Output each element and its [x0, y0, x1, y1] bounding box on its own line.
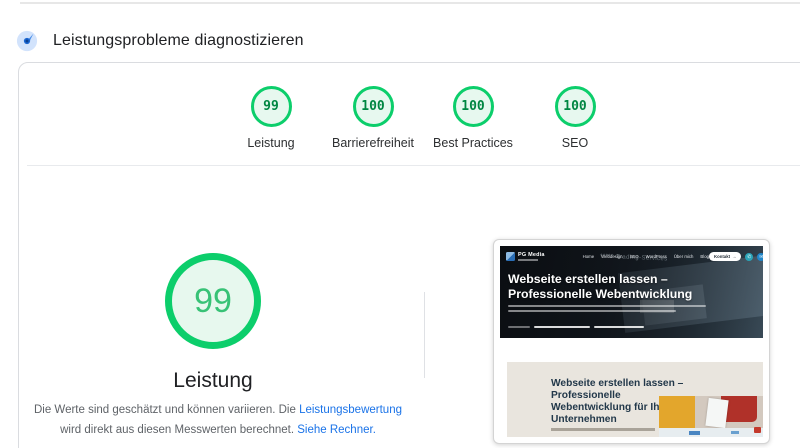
site-hero: *****-Trading-Services PG Media Home Web… [500, 246, 763, 338]
score-label: SEO [561, 136, 589, 150]
site-nav-item: Webdesign [601, 254, 623, 259]
photo-document [705, 397, 729, 429]
score-best-practices[interactable]: 100 Best Practices [411, 86, 535, 150]
hero-breadcrumb-placeholder [508, 326, 644, 329]
score-circle: 99 [250, 86, 292, 127]
photo-mug [754, 427, 761, 433]
diagnose-speed-icon [16, 30, 38, 52]
score-barrierefreiheit[interactable]: 100 Barrierefreiheit [311, 86, 435, 150]
score-circle: 100 [352, 86, 394, 127]
site-nav-item: SEO [629, 254, 639, 259]
hero-paragraph-placeholder [508, 305, 706, 308]
site-logo: PG Media [518, 252, 545, 261]
site-screenshot: *****-Trading-Services PG Media Home Web… [500, 246, 763, 437]
report-header: Leistungsprobleme diagnostizieren [16, 30, 304, 52]
site-nav-item: Home [582, 254, 595, 259]
phone-icon: ✆ [745, 252, 754, 261]
gauge-value: 99 [194, 281, 232, 320]
site-nav-links: Home Webdesign SEO WordPress Über mich B… [583, 254, 709, 259]
site-section-title: Webseite erstellen lassen – Professionel… [551, 378, 684, 426]
site-hero-title: Webseite erstellen lassen – Professionel… [508, 272, 693, 302]
site-navbar: PG Media Home Webdesign SEO WordPress Üb… [506, 250, 763, 263]
score-circle: 100 [554, 86, 596, 127]
score-seo[interactable]: 100 SEO [513, 86, 637, 150]
leistungsbewertung-link[interactable]: Leistungsbewertung [299, 404, 402, 416]
photo-desk [659, 428, 763, 437]
site-nav-item: WordPress [645, 254, 667, 259]
site-cta-button: Kontakt → [709, 252, 742, 261]
photo-chart [689, 431, 700, 435]
disclaimer-line-1: Die Werte sind geschätzt und können vari… [33, 404, 402, 416]
score-label: Barrierefreiheit [332, 136, 414, 150]
score-label: Best Practices [433, 136, 513, 150]
score-circle: 100 [452, 86, 494, 127]
photo-chart [731, 431, 739, 434]
arrow-icon: → [732, 254, 737, 259]
score-leistung[interactable]: 99 Leistung [209, 86, 333, 150]
site-section-photo [659, 396, 763, 437]
site-logo-text: PG Media [518, 252, 545, 259]
site-nav-item: Über mich [673, 254, 694, 259]
mail-icon: ✉ [757, 252, 763, 261]
vertical-divider [424, 292, 425, 378]
top-divider [20, 2, 800, 4]
performance-gauge: 99 [165, 253, 261, 349]
scores-divider [27, 165, 800, 166]
hero-overlay [500, 246, 763, 338]
site-section-card: Webseite erstellen lassen – Professionel… [507, 362, 763, 437]
disclaimer-line-2: wird direkt aus diesen Messwerten berech… [60, 423, 376, 436]
site-logo-icon [506, 252, 515, 261]
site-logo-tagline [518, 259, 538, 261]
section-paragraph-placeholder [551, 428, 655, 431]
section-title: Leistungsprobleme diagnostizieren [53, 32, 304, 49]
score-disclaimer: Die Werte sind geschätzt und können vari… [28, 401, 408, 440]
score-label: Leistung [247, 136, 295, 150]
gauge-category-label: Leistung [173, 369, 253, 392]
hero-paragraph-placeholder [508, 310, 676, 313]
site-nav-item: Blog [700, 254, 710, 259]
page-screenshot-preview[interactable]: *****-Trading-Services PG Media Home Web… [493, 239, 770, 444]
siehe-rechner-link[interactable]: Siehe Rechner. [297, 423, 376, 436]
